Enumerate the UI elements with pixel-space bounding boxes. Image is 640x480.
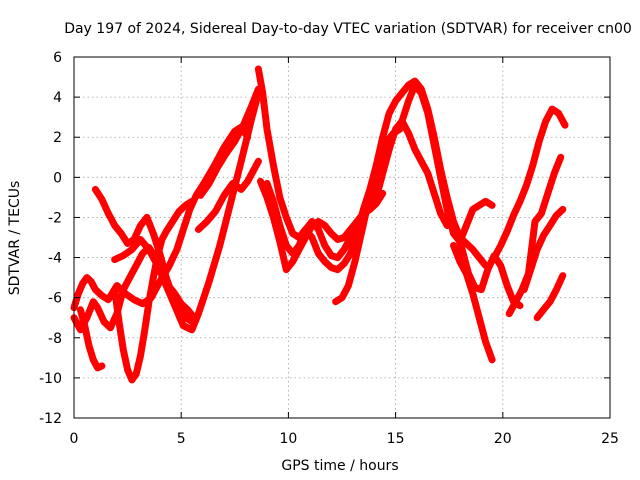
y-tick-label: 0 bbox=[53, 170, 62, 186]
y-tick-label: -10 bbox=[39, 371, 62, 387]
series-track-19 bbox=[533, 272, 567, 322]
series-track-12 bbox=[332, 125, 404, 306]
series-track-4 bbox=[111, 197, 196, 384]
series-track-14 bbox=[450, 242, 496, 364]
y-tick-label: -12 bbox=[39, 411, 62, 427]
y-tick-label: -2 bbox=[48, 210, 62, 226]
x-tick-label: 10 bbox=[279, 431, 297, 447]
series-track-17 bbox=[505, 153, 565, 318]
y-tick-label: 2 bbox=[53, 130, 62, 146]
series-track-3 bbox=[76, 306, 106, 372]
x-tick-label: 25 bbox=[601, 431, 619, 447]
y-tick-label: 6 bbox=[53, 50, 62, 66]
x-tick-label: 5 bbox=[177, 431, 186, 447]
series-track-9 bbox=[254, 65, 490, 274]
series-track-16 bbox=[490, 105, 569, 262]
plot-frame bbox=[73, 56, 611, 419]
series-track-13 bbox=[398, 81, 496, 245]
series-track-11 bbox=[257, 117, 451, 274]
y-tick-label: -8 bbox=[48, 331, 62, 347]
series-track-15 bbox=[452, 226, 524, 310]
y-tick-label: -4 bbox=[48, 251, 62, 267]
y-axis-label: SDTVAR / TECUs bbox=[7, 181, 23, 296]
x-tick-label: 20 bbox=[494, 431, 512, 447]
series-track-18 bbox=[520, 205, 567, 294]
x-tick-label: 15 bbox=[387, 431, 405, 447]
chart-title: Day 197 of 2024, Sidereal Day-to-day VTE… bbox=[64, 21, 632, 37]
y-tick-label: -6 bbox=[48, 291, 62, 307]
series-track-8 bbox=[197, 85, 262, 199]
y-tick-label: 4 bbox=[53, 90, 62, 106]
x-axis-label: GPS time / hours bbox=[281, 458, 398, 474]
x-tick-label: 0 bbox=[70, 431, 79, 447]
series-track-6 bbox=[111, 89, 262, 334]
data-series-layer bbox=[70, 65, 569, 384]
series-track-7 bbox=[194, 157, 262, 233]
axes: 0 5 10 15 20 25 -12 -10 -8 -6 -4 -2 0 2 4 6 bbox=[39, 50, 619, 447]
